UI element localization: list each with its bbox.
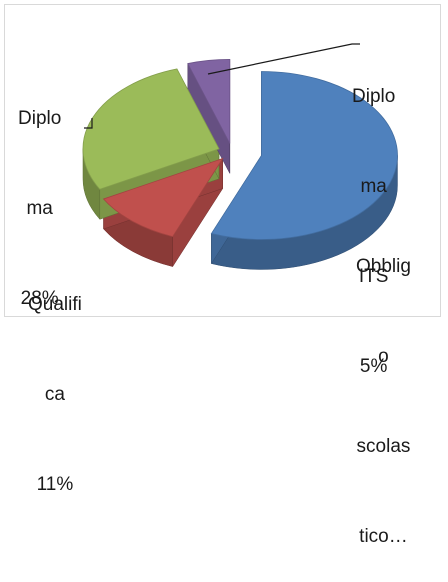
slice-label-diploma: Diplo ma 28% <box>18 108 62 309</box>
slice-qualifica <box>102 157 224 238</box>
leader-line-diploma-its <box>207 43 360 75</box>
slice-label-obbligo-scolastico: Obblig o scolas tico… <box>356 256 411 547</box>
slice-obbligo-scolastico <box>210 71 398 240</box>
leader-line-diploma <box>84 118 93 129</box>
slice-diploma-its <box>187 59 231 144</box>
pie-chart <box>82 43 398 270</box>
slice-diploma <box>82 68 220 190</box>
slice-label-qualifica: Qualifi ca 11% <box>28 294 82 495</box>
